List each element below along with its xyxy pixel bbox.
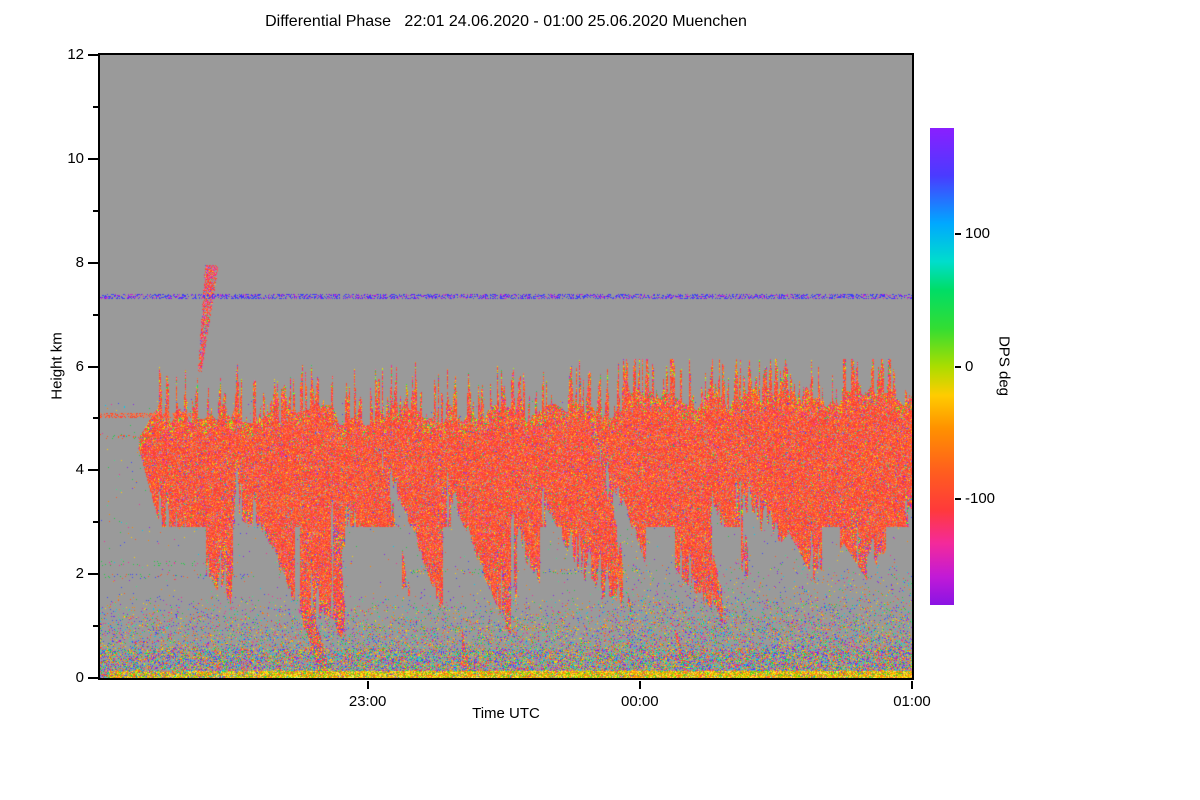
y-major-tick [88,54,98,56]
x-tick-label: 00:00 [621,693,659,710]
x-axis-label: Time UTC [472,705,540,722]
y-major-tick [88,365,98,368]
y-minor-tick [93,417,98,420]
chart-title: Differential Phase 22:01 24.06.2020 - 01… [265,13,747,30]
y-tick-label: 0 [75,669,84,686]
y-major-tick [88,677,98,679]
y-minor-tick [93,105,98,108]
y-major-tick [88,261,98,264]
y-minor-tick [93,313,98,316]
y-minor-tick [93,625,98,628]
y-tick-label: 6 [75,357,84,375]
y-tick-label: 2 [75,565,84,583]
colorbar-tick [955,498,961,500]
y-major-tick [88,157,98,160]
y-minor-tick [93,209,98,212]
x-major-tick [366,681,369,689]
y-tick-label: 12 [67,46,84,63]
y-tick-label: 10 [67,149,84,167]
y-major-tick [88,469,98,472]
y-tick-label: 4 [75,461,84,479]
y-major-tick [88,573,98,576]
colorbar-tick-label: 100 [965,225,991,242]
colorbar-tick-label: 0 [965,357,974,375]
y-tick-label: 8 [75,253,84,271]
colorbar-tick [955,233,961,235]
x-tick-label: 01:00 [893,693,931,710]
y-minor-tick [93,521,98,524]
colorbar-tick-label: -100 [965,490,996,507]
x-tick-label: 23:00 [348,693,387,710]
x-major-tick [638,681,641,689]
plot-area [98,53,914,680]
heatmap-canvas [100,55,912,678]
colorbar-tick [955,365,961,368]
x-major-tick [911,681,913,689]
colorbar [930,128,954,605]
